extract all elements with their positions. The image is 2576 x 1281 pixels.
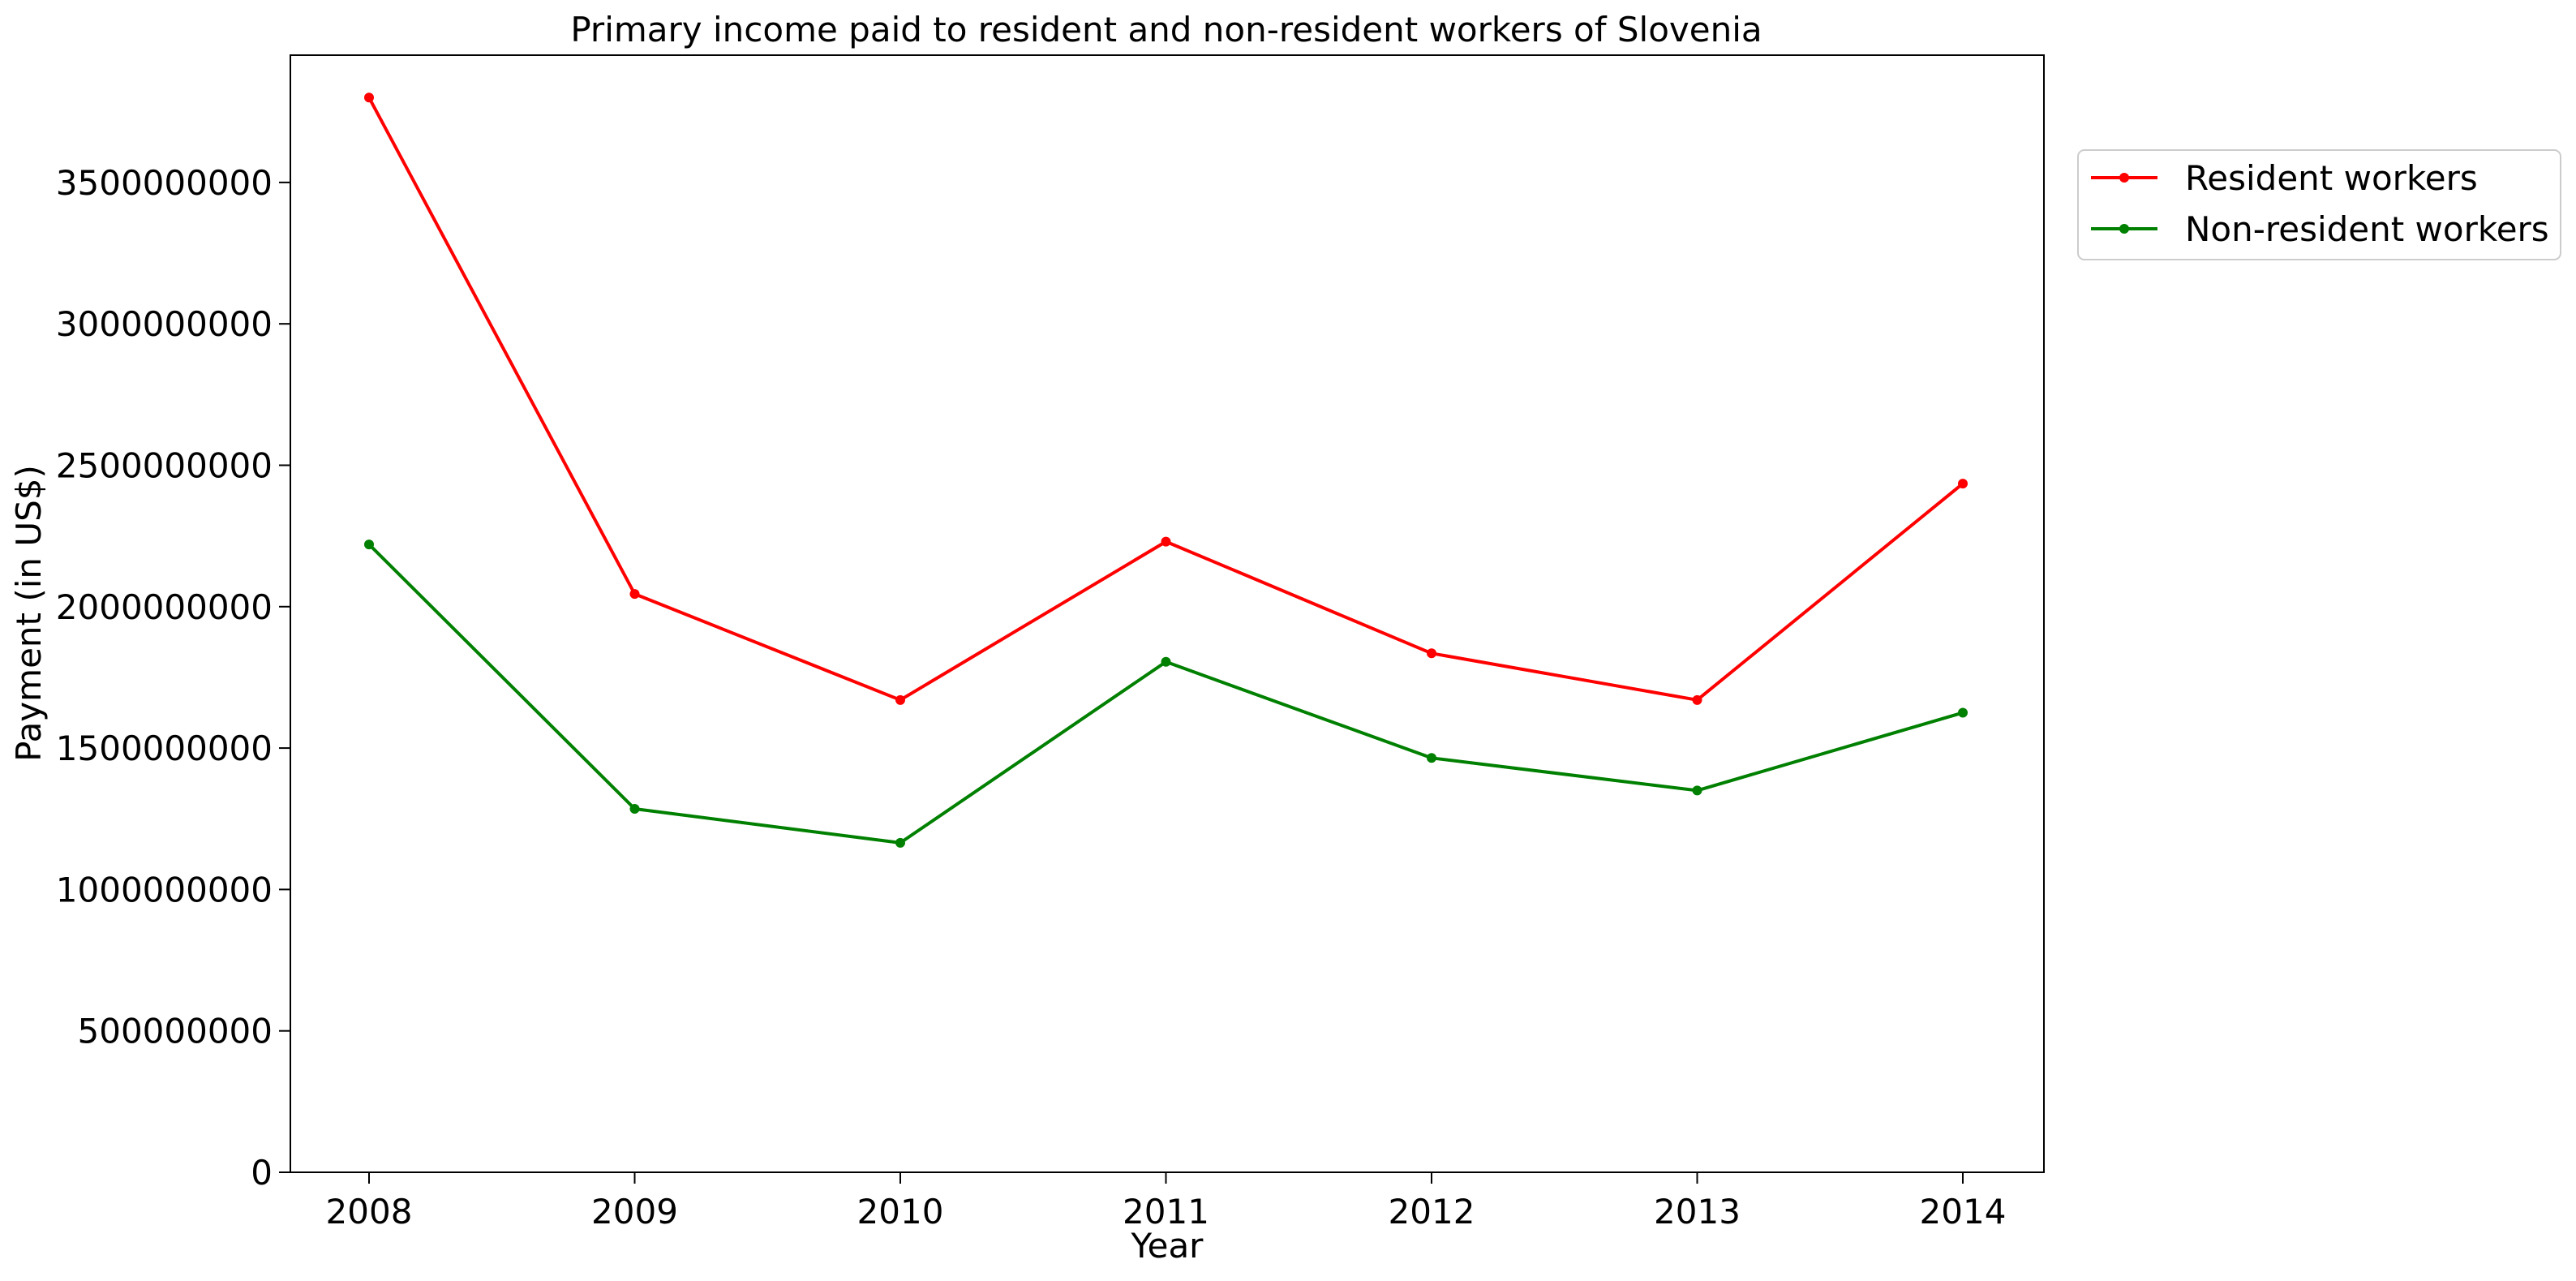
- x-axis-label: Year: [1131, 1226, 1204, 1266]
- legend-item-non-resident-workers: Non-resident workers: [2091, 209, 2549, 249]
- data-point-resident-workers: [895, 694, 905, 705]
- y-tick-label: 1500000000: [56, 729, 273, 768]
- y-axis-ticks: 0 500000000 1000000000 1500000000 2000000000…: [56, 163, 290, 1193]
- legend-marker-resident-workers: [2119, 173, 2129, 183]
- y-tick-label: 1000000000: [56, 870, 273, 909]
- y-tick-label: 2000000000: [56, 587, 273, 627]
- x-tick-label: 2008: [326, 1192, 413, 1232]
- data-point-non-resident-workers: [1958, 707, 1968, 718]
- series-non-resident-workers: [364, 539, 1968, 848]
- y-axis-label: Payment (in US$): [9, 465, 49, 762]
- legend-marker-non-resident-workers: [2119, 224, 2129, 234]
- y-tick-label: 500000000: [78, 1012, 273, 1051]
- data-point-non-resident-workers: [895, 837, 905, 848]
- x-tick-label: 2014: [1920, 1192, 2007, 1232]
- chart-title: Primary income paid to resident and non-…: [570, 10, 1762, 49]
- legend-item-resident-workers: Resident workers: [2091, 158, 2478, 198]
- data-point-non-resident-workers: [1161, 656, 1171, 667]
- x-tick-label: 2012: [1389, 1192, 1475, 1232]
- legend-label-resident-workers: Resident workers: [2185, 158, 2478, 198]
- data-point-non-resident-workers: [1427, 753, 1436, 763]
- data-point-resident-workers: [629, 589, 640, 600]
- x-tick-label: 2011: [1123, 1192, 1209, 1232]
- plot-area: [290, 55, 2044, 1172]
- series-layer: [364, 92, 1968, 848]
- legend-items: Resident workers Non-resident workers: [2091, 158, 2549, 249]
- x-tick-label: 2013: [1654, 1192, 1741, 1232]
- data-point-resident-workers: [1427, 648, 1436, 659]
- y-tick-label: 3000000000: [56, 304, 273, 344]
- data-point-resident-workers: [1958, 479, 1968, 489]
- data-point-resident-workers: [364, 92, 374, 103]
- x-axis-ticks: 2008 2009 2010 2011 2012 2013 2014: [326, 1172, 2007, 1232]
- legend-label-non-resident-workers: Non-resident workers: [2185, 209, 2549, 249]
- data-point-non-resident-workers: [364, 539, 374, 550]
- legend-box: [2077, 149, 2561, 260]
- plot-frame: [290, 54, 2045, 1173]
- data-point-non-resident-workers: [629, 804, 640, 815]
- data-point-resident-workers: [1692, 694, 1702, 705]
- y-tick-label: 0: [251, 1153, 273, 1193]
- legend: Resident workers Non-resident workers: [2077, 149, 2561, 260]
- y-tick-label: 2500000000: [56, 445, 273, 485]
- data-point-resident-workers: [1161, 536, 1171, 547]
- y-tick-label: 3500000000: [56, 163, 273, 203]
- x-tick-label: 2009: [591, 1192, 678, 1232]
- series-resident-workers: [364, 92, 1968, 705]
- x-tick-label: 2010: [857, 1192, 944, 1232]
- data-point-non-resident-workers: [1692, 785, 1702, 796]
